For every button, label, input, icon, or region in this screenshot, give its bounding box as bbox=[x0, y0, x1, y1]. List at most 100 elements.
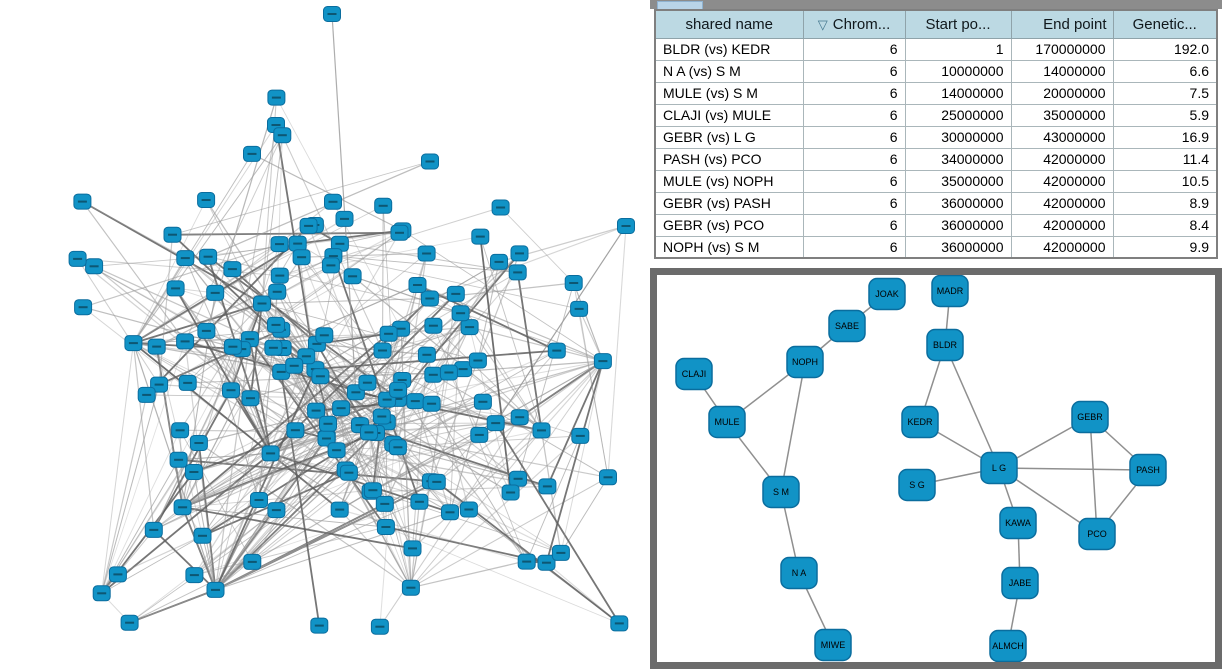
table-row[interactable]: N A (vs) S M 6 10000000 14000000 6.6 bbox=[654, 59, 1218, 83]
network-edge[interactable] bbox=[215, 449, 338, 591]
network-edge[interactable] bbox=[417, 284, 604, 362]
network-edge[interactable] bbox=[261, 303, 479, 361]
network-node[interactable] bbox=[243, 145, 261, 162]
network-edge[interactable] bbox=[101, 384, 160, 594]
network-node[interactable] bbox=[617, 218, 635, 234]
network-edge[interactable] bbox=[101, 529, 155, 594]
network-edge[interactable] bbox=[156, 255, 334, 348]
network-node[interactable] bbox=[169, 451, 188, 468]
network-edge[interactable] bbox=[455, 293, 542, 431]
network-edge-NOPH-SM[interactable] bbox=[780, 361, 806, 493]
network-edge[interactable] bbox=[193, 453, 272, 576]
network-node[interactable] bbox=[459, 501, 478, 518]
network-node[interactable] bbox=[408, 277, 427, 293]
column-header-genetic[interactable]: Genetic... bbox=[1112, 9, 1218, 39]
network-node[interactable] bbox=[417, 346, 436, 363]
network-edge[interactable] bbox=[279, 236, 481, 277]
network-node[interactable] bbox=[178, 374, 197, 391]
network-node[interactable] bbox=[373, 342, 392, 359]
network-node[interactable] bbox=[599, 469, 617, 486]
network-edge[interactable] bbox=[101, 394, 148, 594]
network-node[interactable] bbox=[124, 335, 143, 352]
node-shape[interactable] bbox=[762, 475, 800, 509]
network-node[interactable] bbox=[486, 415, 505, 432]
network-node[interactable] bbox=[323, 6, 341, 22]
network-edge[interactable] bbox=[449, 360, 604, 513]
network-node[interactable] bbox=[510, 245, 529, 262]
network-node-LG[interactable]: L G bbox=[980, 451, 1018, 485]
network-edge[interactable] bbox=[316, 343, 427, 356]
network-edge[interactable] bbox=[184, 257, 316, 370]
network-node-CLAJI[interactable]: CLAJI bbox=[675, 357, 713, 391]
network-edge[interactable] bbox=[315, 326, 470, 370]
network-edge[interactable] bbox=[331, 13, 357, 393]
network-edge[interactable] bbox=[182, 449, 337, 508]
network-edge[interactable] bbox=[175, 287, 325, 336]
network-edge[interactable] bbox=[156, 346, 184, 508]
network-edge[interactable] bbox=[207, 160, 431, 258]
network-edge[interactable] bbox=[101, 430, 181, 594]
network-edge[interactable] bbox=[132, 343, 155, 530]
network-edge[interactable] bbox=[182, 449, 337, 508]
column-header-end-point[interactable]: End point bbox=[1010, 9, 1114, 39]
network-node[interactable] bbox=[422, 395, 441, 412]
network-node[interactable] bbox=[532, 422, 551, 439]
network-node-PASH[interactable]: PASH bbox=[1129, 453, 1167, 487]
network-node-ALMCH[interactable]: ALMCH bbox=[989, 629, 1027, 663]
network-node[interactable] bbox=[241, 390, 260, 407]
network-node[interactable] bbox=[315, 327, 334, 344]
network-edge[interactable] bbox=[194, 501, 420, 576]
network-edge[interactable] bbox=[385, 526, 620, 624]
table-row[interactable]: GEBR (vs) PCO 6 36000000 42000000 8.4 bbox=[654, 213, 1218, 237]
network-edge[interactable] bbox=[101, 452, 272, 594]
network-edge[interactable] bbox=[172, 161, 431, 236]
network-node-JOAK[interactable]: JOAK bbox=[868, 277, 906, 311]
network-node[interactable] bbox=[417, 245, 436, 262]
node-shape[interactable] bbox=[898, 468, 936, 502]
network-edge[interactable] bbox=[205, 330, 260, 501]
table-row[interactable]: CLAJI (vs) MULE 6 25000000 35000000 5.9 bbox=[654, 103, 1218, 127]
network-edge[interactable] bbox=[270, 368, 464, 454]
network-node[interactable] bbox=[427, 473, 446, 490]
network-edge[interactable] bbox=[214, 339, 251, 590]
network-node[interactable] bbox=[360, 424, 378, 441]
network-node[interactable] bbox=[310, 617, 329, 634]
network-edge[interactable] bbox=[132, 342, 341, 511]
main-network-panel[interactable] bbox=[0, 0, 650, 669]
network-edge[interactable] bbox=[449, 401, 484, 513]
network-edge[interactable] bbox=[82, 201, 186, 259]
network-edge[interactable] bbox=[273, 284, 418, 349]
network-node[interactable] bbox=[410, 493, 429, 510]
network-edge[interactable] bbox=[326, 438, 470, 510]
network-edge[interactable] bbox=[101, 389, 232, 594]
network-node[interactable] bbox=[490, 253, 508, 270]
network-edge[interactable] bbox=[117, 535, 203, 575]
network-node[interactable] bbox=[491, 199, 510, 216]
network-node[interactable] bbox=[185, 567, 204, 584]
network-edge[interactable] bbox=[205, 199, 327, 439]
table-row[interactable]: NOPH (vs) S M 6 36000000 42000000 9.9 bbox=[654, 235, 1218, 259]
network-edge-BLDR-LG[interactable] bbox=[944, 344, 1000, 469]
network-node[interactable] bbox=[267, 89, 286, 106]
network-edge[interactable] bbox=[469, 326, 542, 431]
network-node[interactable] bbox=[137, 386, 156, 403]
network-node[interactable] bbox=[421, 153, 439, 170]
network-edge[interactable] bbox=[81, 201, 186, 342]
network-node[interactable] bbox=[193, 527, 212, 544]
network-edge[interactable] bbox=[133, 218, 345, 344]
network-edge[interactable] bbox=[182, 506, 413, 550]
network-node[interactable] bbox=[358, 374, 377, 391]
network-edge[interactable] bbox=[392, 261, 500, 444]
network-node[interactable] bbox=[389, 381, 408, 398]
node-shape[interactable] bbox=[989, 629, 1027, 663]
network-edge[interactable] bbox=[270, 452, 387, 528]
node-shape[interactable] bbox=[708, 405, 746, 439]
network-edge[interactable] bbox=[153, 529, 217, 591]
network-node[interactable] bbox=[108, 566, 127, 583]
network-node[interactable] bbox=[147, 338, 166, 355]
network-edge[interactable] bbox=[495, 225, 627, 424]
network-edge[interactable] bbox=[546, 360, 604, 487]
network-node-JABE[interactable]: JABE bbox=[1001, 566, 1039, 600]
network-node[interactable] bbox=[564, 275, 583, 291]
network-edge[interactable] bbox=[494, 422, 621, 624]
